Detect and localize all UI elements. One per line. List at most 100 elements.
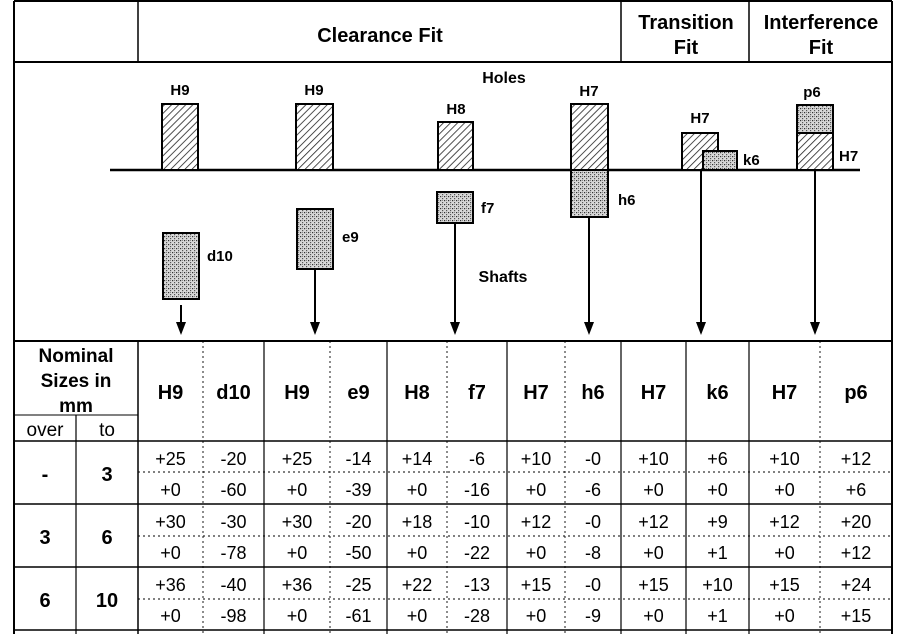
lower-deviation-cell: +0 — [774, 480, 795, 500]
column-header: H7 — [523, 382, 549, 404]
upper-deviation-cell: -10 — [464, 512, 490, 532]
upper-deviation-cell: +10 — [769, 449, 800, 469]
shaft-arrowhead-e9 — [310, 322, 320, 335]
lower-deviation-cell: +0 — [526, 543, 547, 563]
lower-deviation-cell: +0 — [287, 543, 308, 563]
hole-label-h7-1: H7 — [579, 83, 598, 100]
hole-zone-h7-1 — [570, 103, 609, 171]
upper-deviation-cell: +18 — [402, 512, 433, 532]
upper-deviation-cell: +15 — [521, 575, 552, 595]
lower-deviation-cell: +1 — [707, 543, 728, 563]
shafts-label: Shafts — [479, 269, 528, 286]
shaft-label-d10: d10 — [207, 248, 233, 265]
lower-deviation-cell: -78 — [220, 543, 246, 563]
lower-deviation-cell: +0 — [407, 543, 428, 563]
upper-deviation-cell: +12 — [841, 449, 872, 469]
shaft-arrowhead-k6 — [696, 322, 706, 335]
column-header: h6 — [581, 382, 604, 404]
nominal-label-line3: mm — [59, 396, 93, 417]
upper-deviation-cell: -0 — [585, 449, 601, 469]
hole-zone-h9-2 — [295, 103, 334, 171]
upper-deviation-cell: +12 — [638, 512, 669, 532]
table-row: 3 6 +30 -30 +30 -20 +18 -10 +12 -0 +12 +9 +12 +20 +0 -7… — [39, 512, 871, 563]
hole-label-h7-2: H7 — [690, 110, 709, 127]
shaft-zone-p6 — [796, 104, 834, 134]
upper-deviation-cell: +24 — [841, 575, 872, 595]
to-label: to — [99, 420, 115, 441]
clearance-fit-header: Clearance Fit — [317, 25, 443, 47]
hole-label-h8: H8 — [446, 101, 465, 118]
upper-deviation-cell: -30 — [220, 512, 246, 532]
size-to-cell: 6 — [101, 527, 112, 549]
upper-deviation-cell: +20 — [841, 512, 872, 532]
column-header: k6 — [706, 382, 728, 404]
column-header: H9 — [284, 382, 310, 404]
lower-deviation-cell: +0 — [774, 543, 795, 563]
lower-deviation-cell: +0 — [707, 480, 728, 500]
column-header: H9 — [158, 382, 184, 404]
size-over-cell: 3 — [39, 527, 50, 549]
size-to-cell: 3 — [101, 464, 112, 486]
lower-deviation-cell: -8 — [585, 543, 601, 563]
lower-deviation-cell: -39 — [345, 480, 371, 500]
shaft-label-k6: k6 — [743, 152, 760, 169]
lower-deviation-cell: +15 — [841, 606, 872, 626]
lower-deviation-cell: -9 — [585, 606, 601, 626]
upper-deviation-cell: +12 — [521, 512, 552, 532]
holes-label: Holes — [482, 70, 526, 87]
header-row: Clearance Fit Transition Fit Interferenc… — [13, 0, 893, 634]
lower-deviation-cell: +6 — [846, 480, 867, 500]
lower-deviation-cell: -98 — [220, 606, 246, 626]
upper-deviation-cell: +12 — [769, 512, 800, 532]
column-headers: H9 d10 H9 e9 H8 f7 H7 h6 H7 k6 H7 p6 — [158, 382, 868, 404]
upper-deviation-cell: +15 — [638, 575, 669, 595]
shaft-arrowhead-d10 — [176, 322, 186, 335]
upper-deviation-cell: +10 — [521, 449, 552, 469]
column-header: p6 — [844, 382, 867, 404]
lower-deviation-cell: +1 — [707, 606, 728, 626]
column-dividers — [75, 341, 893, 634]
upper-deviation-cell: +30 — [282, 512, 313, 532]
shaft-arrowhead-p6 — [810, 322, 820, 335]
lower-deviation-cell: +0 — [407, 606, 428, 626]
upper-deviation-cell: +6 — [707, 449, 728, 469]
lower-deviation-cell: +0 — [526, 606, 547, 626]
shaft-zone-f7 — [436, 191, 474, 224]
upper-deviation-cell: -25 — [345, 575, 371, 595]
upper-deviation-cell: +25 — [155, 449, 186, 469]
lower-deviation-cell: +0 — [643, 606, 664, 626]
transition-fit-header-line2: Fit — [674, 37, 699, 59]
lower-deviation-cell: +0 — [287, 606, 308, 626]
lower-deviation-cell: -28 — [464, 606, 490, 626]
lower-deviation-cell: +0 — [160, 480, 181, 500]
column-header: e9 — [347, 382, 369, 404]
lower-deviation-cell: +0 — [160, 543, 181, 563]
shaft-label-f7: f7 — [481, 200, 494, 217]
table-body: - 3 +25 -20 +25 -14 +14 -6 +10 -0 +10 +6 +10 +12 +0 -60… — [39, 449, 871, 626]
upper-deviation-cell: +25 — [282, 449, 313, 469]
lower-deviation-cell: -60 — [220, 480, 246, 500]
upper-deviation-cell: -0 — [585, 575, 601, 595]
upper-deviation-cell: -0 — [585, 512, 601, 532]
interference-fit-header-line1: Interference — [764, 12, 879, 34]
upper-deviation-cell: -13 — [464, 575, 490, 595]
hole-label-h9-1: H9 — [170, 82, 189, 99]
over-label: over — [27, 420, 65, 441]
lower-deviation-cell: -6 — [585, 480, 601, 500]
upper-deviation-cell: +15 — [769, 575, 800, 595]
shaft-zone-d10 — [162, 232, 200, 300]
transition-fit-header-line1: Transition — [638, 12, 734, 34]
column-header: H7 — [772, 382, 798, 404]
tolerance-table: Nominal Sizes in mm over to H9 d10 H9 e9 H8 f… — [14, 340, 893, 634]
size-to-cell: 10 — [96, 590, 118, 612]
size-over-cell: - — [42, 464, 49, 486]
upper-deviation-cell: -20 — [220, 449, 246, 469]
shaft-zone-e9 — [296, 208, 334, 270]
lower-deviation-cell: +0 — [643, 543, 664, 563]
hole-zone-h9-1 — [161, 103, 199, 171]
table-row: 6 10 +36 -40 +36 -25 +22 -13 +15 -0 +15 +10 +15 +24 +0… — [39, 575, 871, 626]
lower-deviation-cell: -50 — [345, 543, 371, 563]
lower-deviation-cell: +0 — [287, 480, 308, 500]
upper-deviation-cell: -40 — [220, 575, 246, 595]
shaft-label-e9: e9 — [342, 229, 359, 246]
